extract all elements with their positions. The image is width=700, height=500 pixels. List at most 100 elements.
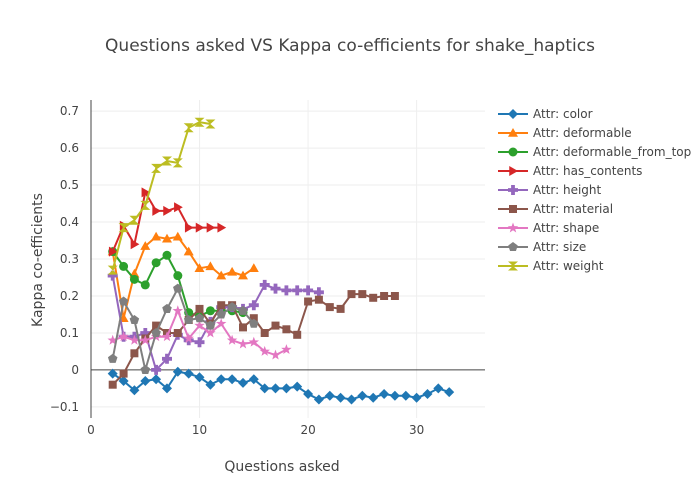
legend-item[interactable]: Attr: size xyxy=(498,240,586,254)
data-point xyxy=(304,297,313,306)
data-point xyxy=(173,271,183,281)
data-point xyxy=(248,374,259,385)
data-point xyxy=(107,368,118,379)
data-point xyxy=(216,309,226,319)
data-point xyxy=(369,293,378,302)
data-point xyxy=(238,270,248,280)
legend-item[interactable]: Attr: deformable xyxy=(498,126,632,140)
data-point xyxy=(205,261,216,271)
data-point xyxy=(238,305,248,315)
series-layer xyxy=(107,117,455,405)
data-point xyxy=(293,330,302,339)
y-tick-label: 0.3 xyxy=(60,252,79,266)
data-point xyxy=(140,376,151,386)
data-point xyxy=(216,270,227,280)
data-point xyxy=(172,305,184,316)
legend-swatch-marker xyxy=(508,185,518,195)
data-point xyxy=(357,390,368,401)
data-point xyxy=(162,233,172,243)
data-point xyxy=(335,392,346,403)
data-point xyxy=(118,331,129,342)
legend-label: Attr: has_contents xyxy=(533,164,642,178)
legend-item[interactable]: Attr: deformable_from_top xyxy=(498,145,691,159)
data-point xyxy=(151,231,162,241)
data-point xyxy=(183,368,194,379)
legend-label: Attr: size xyxy=(533,240,586,254)
legend-item[interactable]: Attr: weight xyxy=(498,259,604,273)
data-point xyxy=(151,374,162,385)
data-point xyxy=(161,331,173,342)
data-point xyxy=(141,187,151,198)
data-point xyxy=(172,366,183,377)
data-point xyxy=(151,163,162,173)
data-point xyxy=(183,333,194,343)
data-point xyxy=(183,246,194,256)
data-point xyxy=(140,280,150,290)
data-point xyxy=(118,376,129,386)
data-point xyxy=(303,389,314,399)
data-point xyxy=(108,380,117,389)
data-point xyxy=(163,205,172,216)
y-tick-label: 0.6 xyxy=(60,141,79,155)
legend: Attr: color Attr: deformable Attr: deforma… xyxy=(498,107,691,273)
series-size xyxy=(107,283,259,374)
legend-swatch-marker xyxy=(507,222,519,233)
data-point xyxy=(217,222,227,233)
data-point xyxy=(227,266,238,276)
data-point xyxy=(292,285,303,296)
legend-item[interactable]: Attr: has_contents xyxy=(498,164,642,178)
legend-label: Attr: shape xyxy=(533,221,599,235)
data-point xyxy=(194,263,205,272)
data-point xyxy=(270,383,281,394)
data-point xyxy=(162,353,172,364)
data-point xyxy=(118,223,129,233)
data-point xyxy=(174,202,183,213)
data-point xyxy=(194,313,205,323)
y-tick-label: 0 xyxy=(71,363,79,377)
y-tick-label: 0.2 xyxy=(60,289,79,303)
data-point xyxy=(107,270,118,281)
y-tick-label: 0.1 xyxy=(60,326,79,340)
data-point xyxy=(184,222,194,233)
legend-swatch-marker xyxy=(509,205,517,213)
legend-label: Attr: deformable xyxy=(533,126,632,140)
data-point xyxy=(107,265,118,275)
data-point xyxy=(205,320,216,330)
data-point xyxy=(444,387,455,398)
data-point xyxy=(389,390,400,401)
legend-item[interactable]: Attr: color xyxy=(498,107,593,121)
legend-label: Attr: weight xyxy=(533,259,604,273)
legend-item[interactable]: Attr: material xyxy=(498,202,613,216)
data-point xyxy=(195,304,204,313)
data-point xyxy=(194,372,205,383)
data-point xyxy=(129,215,140,225)
data-point xyxy=(292,381,303,392)
data-point xyxy=(347,290,356,299)
data-point xyxy=(118,296,129,306)
data-point xyxy=(422,389,433,399)
data-point xyxy=(313,394,324,405)
data-point xyxy=(259,383,270,394)
x-tick-label: 0 xyxy=(87,423,95,437)
data-point xyxy=(325,303,334,312)
data-point xyxy=(281,285,292,296)
legend-item[interactable]: Attr: height xyxy=(498,183,602,197)
data-point xyxy=(129,334,140,345)
data-point xyxy=(107,353,118,363)
x-tick-label: 10 xyxy=(192,423,207,437)
series-weight xyxy=(107,117,216,275)
data-point xyxy=(217,301,226,310)
data-point xyxy=(162,303,172,313)
data-point xyxy=(303,285,314,296)
series-line xyxy=(111,286,255,371)
y-tick-label: 0.5 xyxy=(60,178,79,192)
data-point xyxy=(183,315,194,325)
data-point xyxy=(411,392,422,403)
data-point xyxy=(368,392,379,403)
data-point xyxy=(238,377,248,388)
legend-label: Attr: height xyxy=(533,183,602,197)
series-height xyxy=(107,270,324,375)
legend-item[interactable]: Attr: shape xyxy=(498,221,599,235)
series-line xyxy=(111,121,211,271)
